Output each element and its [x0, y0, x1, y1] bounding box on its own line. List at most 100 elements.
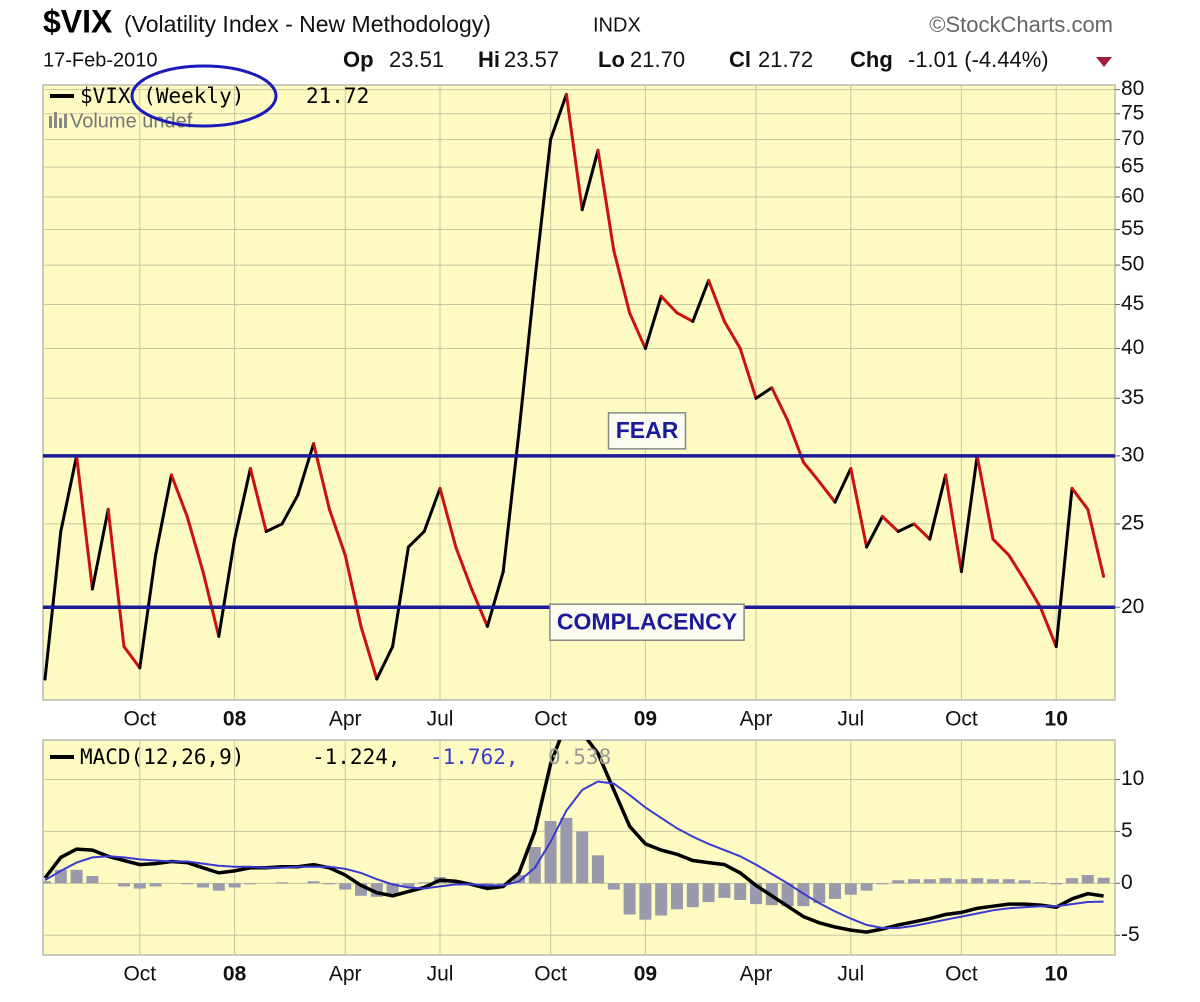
histogram-bar	[781, 883, 794, 907]
histogram-bar	[276, 882, 288, 884]
histogram-bar	[860, 883, 873, 891]
line-segment	[865, 515, 884, 549]
y-tick-label: 65	[1121, 155, 1144, 178]
line-segment	[1023, 578, 1042, 609]
quote-label: Hi	[478, 47, 500, 72]
histogram-bar	[734, 883, 747, 900]
histogram-bar	[592, 855, 604, 884]
line-segment	[849, 467, 869, 549]
macd-layer: Oct 08 Apr Jul Oct 09 Apr Jul Oct 10 -5 0 5 10	[43, 740, 1144, 986]
legend-value: -1.224,	[312, 745, 401, 769]
quote-value: 21.70	[630, 47, 685, 72]
line-segment	[138, 553, 158, 670]
histogram-bar	[149, 883, 162, 887]
histogram-bar	[339, 883, 352, 890]
histogram-bar	[70, 869, 83, 884]
line-segment	[327, 507, 347, 557]
quote-value: 23.51	[389, 47, 444, 72]
legend-label: $VIX (Weekly)	[80, 84, 244, 108]
line-segment	[59, 454, 79, 533]
histogram-bar	[544, 821, 557, 884]
x-tick-label: Apr	[740, 708, 773, 731]
legend-value: 0.538	[548, 745, 611, 769]
y-tick-label: 25	[1121, 511, 1144, 534]
y-tick-label: 45	[1121, 292, 1144, 315]
y-tick-label: 0	[1121, 871, 1133, 894]
line-segment	[659, 294, 679, 315]
macd-line	[44, 780, 1104, 929]
quote-value: 23.57	[504, 47, 559, 72]
line-segment	[564, 92, 584, 212]
line-segment	[122, 645, 142, 670]
line-segment	[975, 454, 995, 541]
histogram-bar	[876, 883, 889, 885]
histogram-bar	[197, 883, 209, 888]
x-tick-label: Oct	[945, 963, 978, 986]
histogram-bar	[1034, 882, 1047, 884]
line-segment	[406, 529, 426, 549]
line-segment	[896, 522, 916, 533]
line-segment	[454, 545, 474, 591]
line-segment	[754, 386, 774, 400]
line-segment	[612, 248, 632, 315]
line-segment	[738, 346, 758, 400]
line-segment	[422, 486, 442, 533]
y-tick-label: 50	[1121, 253, 1144, 276]
volume-icon	[49, 116, 52, 128]
line-segment	[691, 278, 711, 323]
x-tick-label: Oct	[945, 708, 978, 731]
reference-label-box	[549, 603, 745, 641]
quote-value: 21.72	[758, 47, 813, 72]
histogram-bar	[212, 883, 225, 891]
date: 17-Feb-2010	[43, 49, 158, 71]
line-segment	[75, 454, 94, 591]
y-tick-label: 20	[1121, 595, 1144, 618]
histogram-bar	[1050, 883, 1063, 885]
x-tick-label: Jul	[837, 963, 864, 986]
line-segment	[1007, 553, 1027, 582]
histogram-bar	[86, 876, 99, 884]
histogram-bar	[307, 881, 320, 884]
histogram-bar	[844, 883, 857, 895]
y-tick-label: 60	[1121, 185, 1144, 208]
histogram-bar	[1066, 878, 1078, 884]
x-tick-label: Apr	[740, 963, 773, 986]
histogram-bar	[671, 883, 683, 910]
x-tick-label: 09	[634, 963, 657, 986]
line-segment	[343, 553, 363, 628]
line-segment	[944, 473, 963, 574]
quote-label: Op	[343, 47, 374, 72]
y-tick-label: 55	[1121, 217, 1144, 240]
y-tick-label: 10	[1121, 767, 1144, 790]
histogram-bar	[528, 846, 541, 884]
line-segment	[1054, 486, 1074, 649]
line-segment	[596, 148, 616, 252]
line-segment	[375, 645, 395, 681]
x-tick-label: 10	[1045, 708, 1068, 731]
x-tick-label: Oct	[534, 963, 567, 986]
y-tick-label: 80	[1121, 77, 1144, 100]
x-tick-label: Oct	[123, 963, 156, 986]
y-tick-label: 75	[1121, 101, 1144, 124]
histogram-bar	[1002, 879, 1015, 884]
x-tick-label: Apr	[329, 708, 362, 731]
y-tick-label: 30	[1121, 443, 1144, 466]
line-segment	[233, 467, 252, 541]
line-segment	[485, 570, 505, 628]
y-tick-label: -5	[1121, 923, 1140, 946]
line-segment	[880, 515, 900, 533]
histogram-bar	[1018, 880, 1031, 884]
x-tick-label: 09	[634, 708, 657, 731]
quote-label: Chg	[850, 47, 893, 72]
x-tick-label: Jul	[427, 963, 454, 986]
exchange: INDX	[593, 14, 641, 36]
line-segment	[1086, 507, 1106, 578]
volume-icon	[54, 112, 57, 128]
line-segment	[185, 515, 205, 574]
histogram-bar	[955, 879, 968, 884]
x-tick-label: Oct	[534, 708, 567, 731]
histogram-bar	[655, 883, 668, 916]
line-segment	[959, 454, 979, 574]
reference-label: FEAR	[616, 417, 679, 443]
